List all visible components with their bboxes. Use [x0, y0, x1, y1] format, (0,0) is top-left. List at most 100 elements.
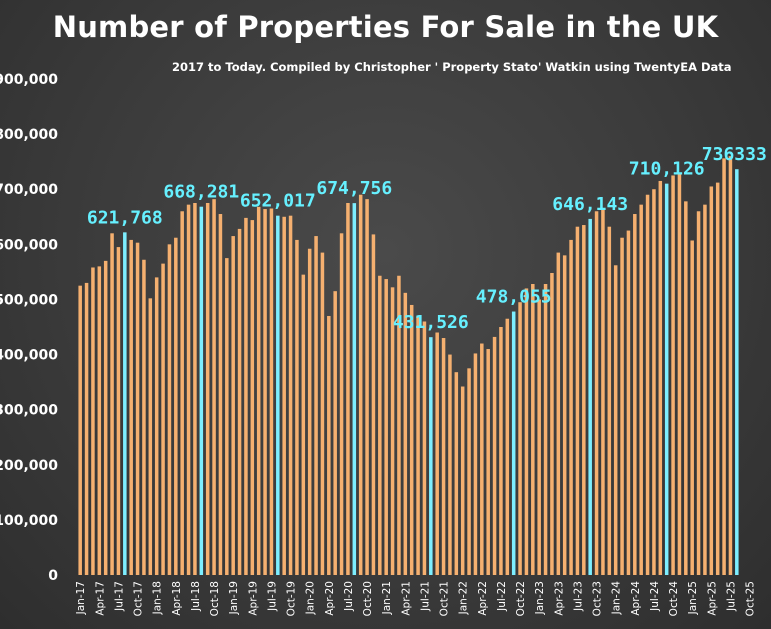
x-tick-label: Jul-20	[343, 581, 355, 612]
bar	[244, 217, 248, 575]
bar	[295, 239, 299, 576]
x-tick-label: Jul-19	[266, 581, 278, 612]
x-tick-label: Jul-22	[496, 581, 508, 612]
bar-highlight	[429, 337, 433, 575]
bar-highlight	[199, 206, 204, 575]
bar	[601, 209, 605, 575]
y-tick-label: 400,000	[0, 348, 58, 364]
bar	[212, 199, 216, 575]
bar	[696, 211, 701, 575]
y-axis: 0 100,000 200,000 300,000 400,000 500,000 600,…	[0, 72, 58, 584]
bar	[186, 204, 191, 575]
x-tick-label: Oct-21	[439, 581, 451, 616]
bar	[333, 291, 337, 575]
bar-highlight	[664, 183, 669, 575]
bar	[390, 287, 395, 575]
bar	[142, 259, 146, 575]
bar	[288, 215, 293, 575]
x-tick-label: Jan-23	[534, 581, 546, 615]
bar	[569, 239, 573, 576]
x-tick-label: Oct-18	[209, 581, 221, 616]
bar	[161, 263, 165, 575]
x-tick-label: Apr-24	[630, 581, 642, 616]
bar	[677, 173, 682, 576]
x-tick-label: Jan-25	[687, 581, 699, 615]
y-tick-label: 600,000	[0, 237, 58, 253]
bar-highlight	[123, 232, 127, 575]
bar	[709, 186, 714, 575]
bar	[499, 327, 503, 575]
bar-highlight	[735, 169, 739, 575]
bar	[537, 299, 541, 575]
bar	[384, 279, 388, 575]
bar	[435, 332, 439, 575]
bar	[346, 203, 350, 575]
bar	[371, 234, 376, 575]
bar-highlight	[511, 311, 516, 575]
x-tick-label: Jul-23	[572, 581, 584, 612]
y-tick-label: 200,000	[0, 458, 58, 474]
bar	[607, 226, 612, 575]
bar	[116, 247, 121, 575]
bar	[225, 258, 229, 575]
y-tick-label: 0	[48, 568, 58, 584]
bar	[84, 282, 89, 575]
bar	[690, 240, 694, 576]
bar	[620, 237, 624, 575]
x-tick-label: Apr-17	[94, 581, 106, 616]
y-tick-label: 800,000	[0, 127, 58, 143]
bar	[135, 242, 140, 575]
bar-highlight	[276, 215, 280, 576]
bar	[403, 292, 408, 575]
data-label: 431,526	[393, 312, 469, 333]
bar	[454, 372, 459, 575]
bar	[505, 318, 510, 575]
data-label: 646,143	[552, 194, 628, 215]
x-tick-label: Apr-20	[324, 581, 336, 616]
bar	[722, 158, 726, 576]
data-label: 478,055	[476, 287, 552, 308]
x-tick-label: Apr-21	[400, 581, 412, 616]
x-tick-label: Jul-18	[190, 581, 202, 612]
x-tick-label: Oct-17	[133, 581, 145, 616]
bar	[556, 252, 561, 575]
bar	[550, 272, 554, 575]
bar	[409, 304, 414, 575]
x-tick-label: Jul-17	[113, 581, 125, 612]
bar	[543, 284, 548, 575]
bar-highlight	[352, 203, 357, 575]
chart-title: Number of Properties For Sale in the UK	[52, 10, 719, 44]
data-label: 736333	[702, 144, 767, 165]
bar	[218, 214, 223, 575]
bar	[129, 239, 133, 576]
bar	[103, 260, 108, 575]
bar	[358, 194, 363, 576]
x-axis: Jan-17 Apr-17 Jul-17 Oct-17 Jan-18 Apr-18 Jul-…	[75, 581, 756, 617]
bar	[205, 203, 210, 575]
bar	[562, 255, 567, 576]
data-label: 621,768	[87, 207, 163, 228]
data-label: 674,756	[316, 178, 392, 199]
x-tick-label: Oct-19	[286, 581, 298, 616]
y-tick-label: 300,000	[0, 403, 58, 419]
y-tick-label: 500,000	[0, 292, 58, 308]
bar	[263, 209, 267, 575]
x-tick-label: Jan-17	[75, 581, 87, 615]
bar	[480, 343, 484, 575]
bar	[531, 284, 535, 575]
x-tick-label: Oct-20	[362, 581, 374, 616]
bar	[110, 233, 114, 575]
bar	[339, 233, 344, 575]
bar	[626, 230, 631, 575]
bar	[422, 321, 427, 575]
bar	[301, 274, 306, 575]
bars	[78, 156, 739, 576]
bar	[180, 211, 184, 575]
bar	[91, 267, 95, 575]
bar	[378, 275, 382, 575]
bar	[639, 204, 643, 575]
x-tick-label: Jan-18	[152, 581, 164, 615]
y-tick-label: 700,000	[0, 182, 58, 198]
